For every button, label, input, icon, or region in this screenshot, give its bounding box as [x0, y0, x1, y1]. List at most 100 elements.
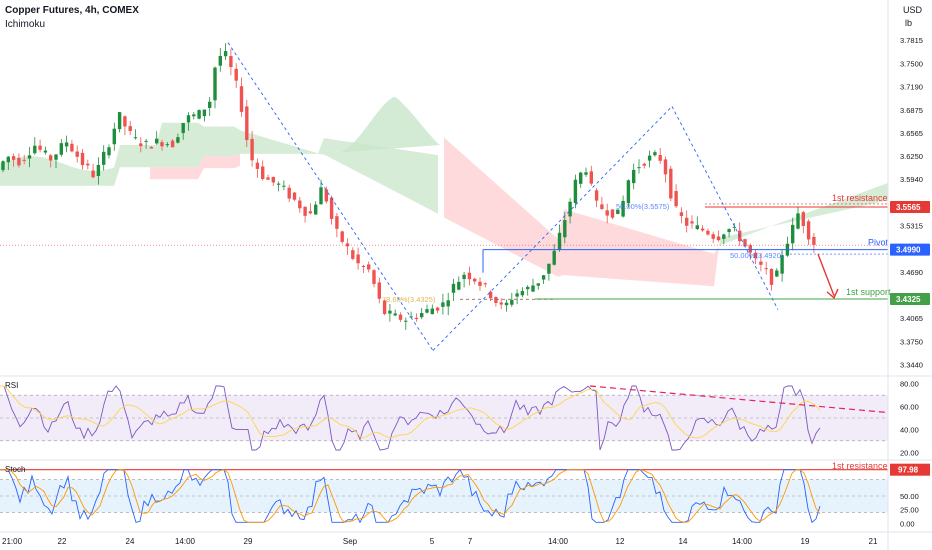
candle-body	[451, 283, 456, 293]
candle-body	[308, 211, 313, 214]
candle-body	[393, 313, 397, 316]
stoch-title: Stoch	[5, 465, 25, 474]
stoch-tag-box	[890, 463, 930, 476]
candle-body	[425, 309, 429, 313]
candle-body	[181, 122, 185, 134]
rsi-tick-label: 20.00	[900, 448, 919, 457]
candle-body	[775, 270, 779, 277]
candle-body	[748, 245, 752, 253]
rsi-ma-line	[0, 385, 821, 439]
time-tick-label: 12	[616, 537, 625, 546]
price-axes: 3.7815 3.7500 3.7190 3.6875 3.6565 3.6250 3.59…	[2, 36, 930, 546]
candle-body	[716, 236, 721, 241]
candle-body	[80, 152, 85, 166]
candle-body	[647, 155, 652, 161]
price-tick-label: 3.4690	[900, 268, 923, 277]
price-tick-label: 3.6250	[900, 152, 923, 161]
candle-body	[679, 212, 684, 217]
candle-body	[250, 138, 254, 161]
candle-body	[176, 137, 180, 143]
rsi-line	[0, 385, 821, 451]
candle-body	[186, 115, 191, 123]
candle-body	[255, 162, 260, 169]
candle-body	[1, 161, 5, 171]
candle-body	[319, 187, 323, 205]
candle-body	[287, 187, 291, 199]
candle-body	[91, 170, 95, 178]
arrow-head-icon	[826, 288, 839, 299]
price-tick-label: 3.3750	[900, 338, 923, 347]
candle-body	[388, 310, 392, 314]
candle-body	[473, 278, 477, 282]
candle-body	[441, 302, 445, 307]
candle-body	[117, 112, 122, 130]
fib-swing-line	[671, 106, 779, 310]
candle-body	[128, 126, 132, 131]
candle-body	[494, 297, 498, 303]
fib-label: 50.00%(3.5575)	[616, 202, 670, 211]
price-tick-label: 3.7815	[900, 36, 923, 45]
time-tick-label: Sep	[343, 537, 358, 546]
candle-body	[531, 285, 535, 292]
pivot-price-tag-box	[890, 243, 930, 256]
time-tick-label: 29	[244, 537, 253, 546]
candle-body	[504, 302, 509, 306]
candle-body	[155, 138, 159, 144]
candle-body	[361, 266, 366, 268]
candle-body	[276, 183, 281, 185]
candle-body	[621, 200, 625, 217]
candle-body	[642, 163, 646, 166]
time-tick-label: 24	[126, 537, 135, 546]
candle-body	[515, 293, 519, 297]
candle-body	[579, 172, 583, 184]
candle-body	[690, 221, 694, 224]
candle-body	[430, 308, 434, 315]
candle-body	[75, 151, 79, 157]
candle-body	[568, 201, 572, 217]
candle-body	[292, 192, 297, 200]
candle-body	[261, 166, 265, 180]
candle-body	[589, 171, 593, 184]
candle-body	[632, 169, 636, 184]
fib-label: 78.60%(3.4325)	[382, 295, 436, 304]
candle-body	[64, 142, 69, 147]
candle-body	[102, 151, 106, 165]
resistance-price-tag: 3.5565	[896, 203, 921, 212]
candle-body	[557, 232, 562, 250]
pivot-label: Pivot	[868, 238, 889, 248]
candle-body	[139, 143, 143, 147]
candle-body	[414, 317, 419, 320]
candle-body	[706, 230, 710, 235]
rsi-pane: RSI	[0, 381, 888, 451]
candle-body	[616, 209, 620, 214]
time-tick-label: 21:00	[2, 537, 23, 546]
candle-body	[367, 264, 371, 270]
rsi-tick-label: 60.00	[900, 403, 919, 412]
rsi-tick-label: 80.00	[900, 380, 919, 389]
candle-body	[722, 234, 726, 239]
candle-body	[22, 159, 26, 161]
candle-body	[536, 283, 540, 286]
resistance-price-tag-box	[890, 200, 930, 213]
stoch-resistance-label: 1st resistance	[832, 461, 888, 471]
candle-body	[685, 217, 689, 226]
candle-body	[801, 212, 805, 226]
candle-body	[732, 226, 737, 228]
price-tick-label: 3.7500	[900, 59, 923, 68]
time-tick-label: 21	[869, 537, 878, 546]
candle-body	[59, 143, 63, 155]
support-price-tag-box	[890, 292, 930, 305]
candle-body	[791, 224, 795, 244]
rsi-tick-label: 40.00	[900, 425, 919, 434]
candle-body	[499, 302, 503, 305]
time-tick-label: 19	[801, 537, 810, 546]
candle-body	[303, 206, 307, 216]
candle-body	[488, 291, 493, 299]
candle-body	[70, 143, 74, 152]
time-tick-label: 22	[58, 537, 67, 546]
candle-body	[356, 254, 360, 264]
candle-body	[17, 157, 21, 166]
candle-body	[345, 243, 350, 247]
candle-body	[329, 197, 334, 219]
down-arrow-icon	[817, 253, 835, 296]
